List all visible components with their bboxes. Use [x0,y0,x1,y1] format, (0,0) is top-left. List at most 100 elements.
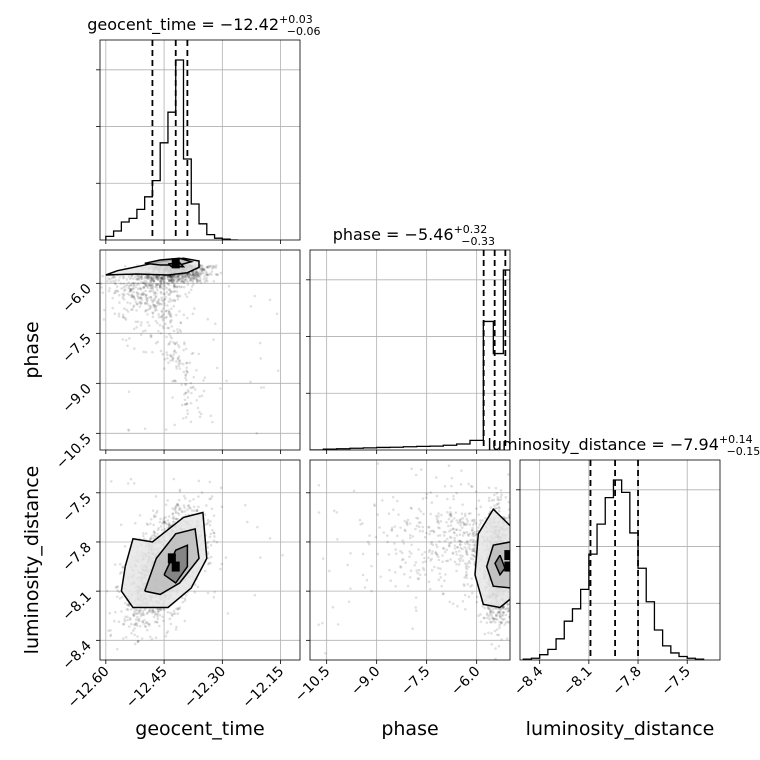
scatter-point [199,412,203,416]
scatter-point [183,275,187,278]
scatter-point [471,549,474,553]
scatter-point [188,506,191,509]
scatter-point [128,289,132,292]
scatter-point [475,507,478,510]
scatter-point [178,345,181,349]
scatter-point [470,577,473,580]
scatter-point [146,286,150,290]
scatter-point [149,278,153,281]
scatter-point [512,562,515,565]
scatter-point [161,619,165,623]
scatter-point [174,507,177,510]
scatter-point [511,551,514,554]
scatter-point [117,590,121,594]
y-tick-label: −9.0 [59,381,94,416]
scatter-point [506,602,509,606]
scatter-point [172,280,175,283]
scatter-point [472,520,476,524]
scatter-point [202,277,206,281]
scatter-point [172,515,175,518]
scatter-point [125,283,129,287]
scatter-point [143,537,146,541]
scatter-point [445,548,449,552]
scatter-point [439,567,442,571]
scatter-point [511,544,514,547]
scatter-point [513,622,516,625]
scatter-point [144,289,147,293]
scatter-point [117,312,121,316]
scatter-point [107,629,110,633]
scatter-point [163,301,166,305]
scatter-point [176,357,180,361]
scatter-point [130,294,134,297]
scatter-point [125,278,129,281]
scatter-point [183,597,187,600]
scatter-point [131,629,135,632]
scatter-point [496,607,500,611]
scatter-point [137,278,141,282]
scatter-point [178,310,181,313]
scatter-point [390,529,394,532]
scatter-point [161,615,164,618]
scatter-point [495,613,498,616]
scatter-point [146,276,149,280]
scatter-point [145,612,149,615]
scatter-point [202,268,205,271]
scatter-point [184,383,188,386]
scatter-point [138,624,142,628]
scatter-point [144,309,147,313]
scatter-point [492,498,496,502]
scatter-point [152,279,156,283]
scatter-point [196,271,199,275]
scatter-point [184,374,187,377]
scatter-point [168,332,171,336]
scatter-point [505,516,509,520]
scatter-point [501,610,505,614]
scatter-point [175,503,179,506]
scatter-point [176,504,180,507]
scatter-point [163,285,167,289]
scatter-point [141,620,145,623]
scatter-point [168,275,172,279]
scatter-point [198,415,202,419]
scatter-point [112,280,115,283]
scatter-point [162,521,165,524]
scatter-point [176,275,180,278]
scatter-point [158,275,162,279]
scatter-point [178,294,182,298]
scatter-point [145,293,148,297]
scatter-point [213,322,217,325]
scatter-point [103,308,106,312]
scatter-point [183,273,187,276]
scatter-point [109,280,113,283]
scatter-point [408,522,412,525]
scatter-point [163,521,166,524]
scatter-point [139,275,143,278]
scatter-point [495,618,499,621]
scatter-point [494,617,498,621]
scatter-point [187,504,191,507]
scatter-point [501,606,505,610]
scatter-point [191,270,195,274]
scatter-point [150,284,154,288]
scatter-point [468,532,472,535]
scatter-point [172,379,176,383]
scatter-point [432,529,436,533]
hist-panel-phase: phase = −5.46+0.32−0.33 [306,223,511,454]
scatter-point [186,396,190,399]
scatter-point [135,274,139,278]
scatter-point [508,514,510,517]
scatter-point [140,276,144,279]
panel-frame [309,249,511,451]
scatter-point [417,548,420,551]
scatter-point [154,295,158,298]
scatter-point [456,521,460,525]
scatter-point [172,284,176,287]
scatter-point [158,323,162,327]
scatter-point [448,513,452,516]
scatter-point [182,494,186,498]
scatter-point [155,292,158,295]
scatter-point [159,280,162,284]
scatter-point [149,517,153,521]
scatter-point [193,583,197,586]
